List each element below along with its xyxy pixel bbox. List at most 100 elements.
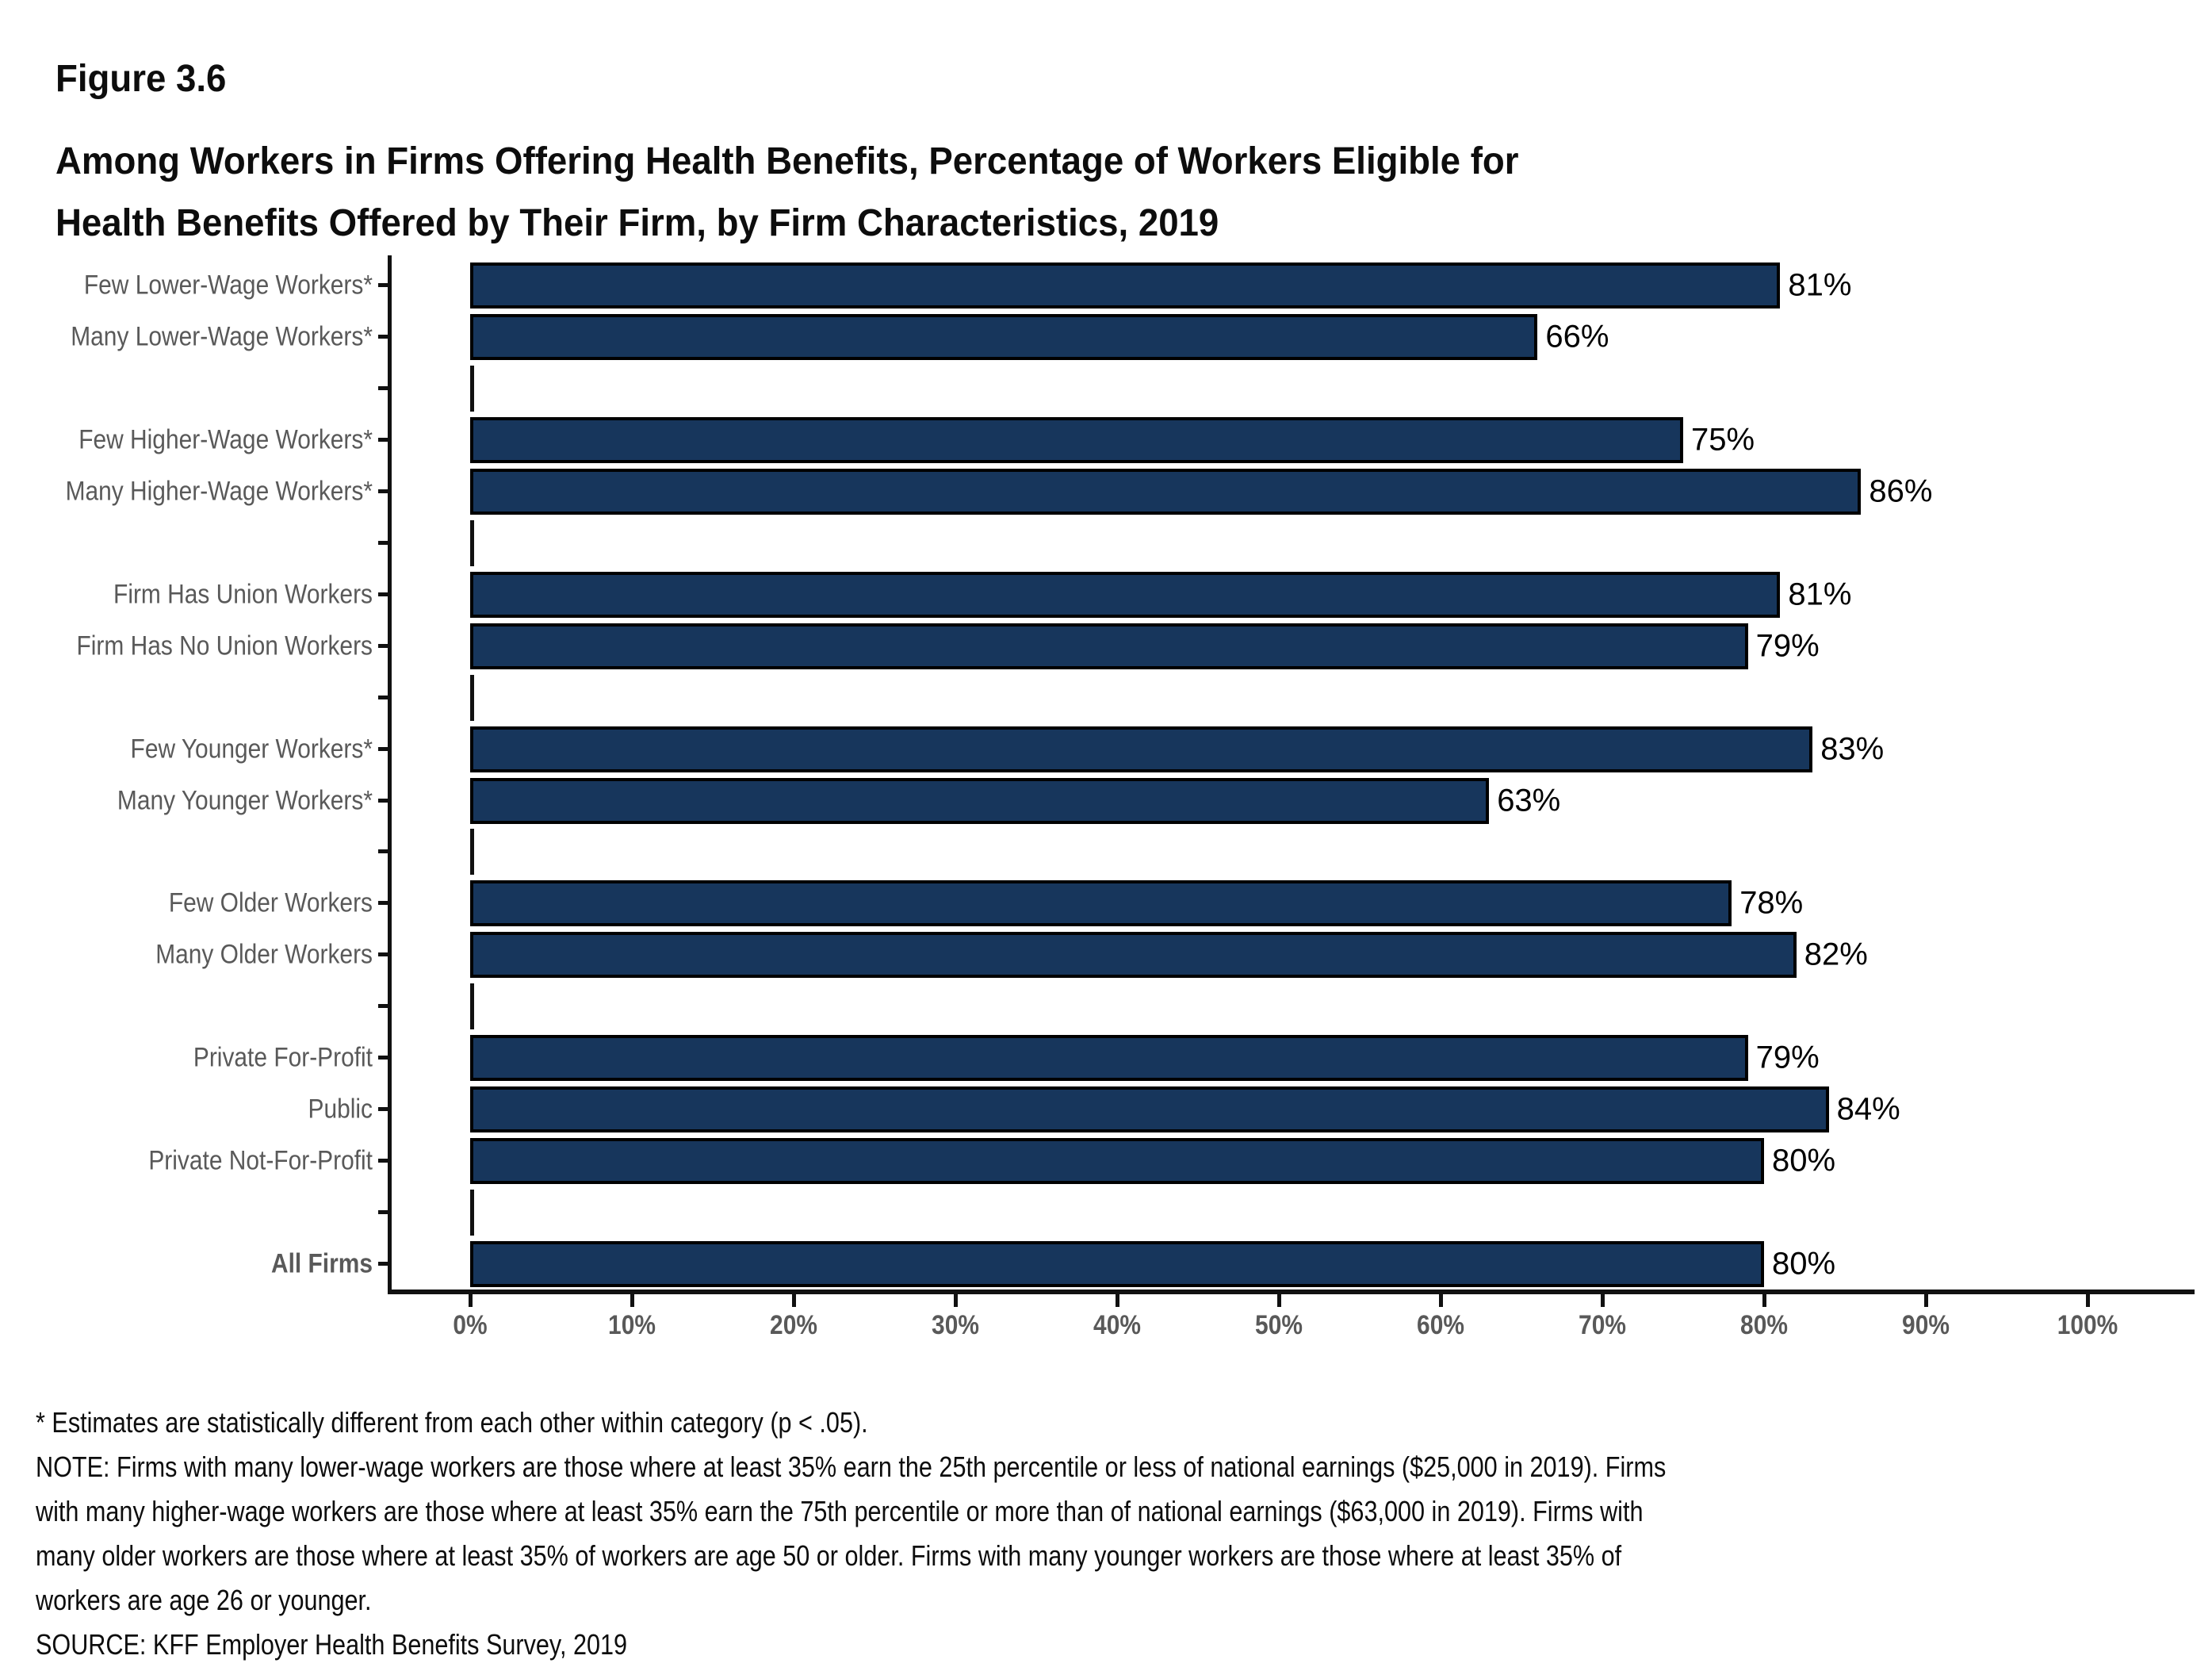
y-axis-tick — [378, 1056, 391, 1060]
chart-gap-row — [378, 363, 2212, 415]
bar — [470, 314, 1538, 361]
bar — [470, 571, 1781, 618]
bar — [470, 726, 1813, 772]
x-axis-tick-label: 100% — [2057, 1310, 2118, 1340]
y-axis-tick — [378, 849, 391, 854]
chart-row: Private Not-For-Profit 80% — [148, 1135, 2212, 1186]
chart-row: Firm Has No Union Workers 79% — [76, 620, 2212, 672]
x-axis-tick-label: 0% — [453, 1310, 488, 1340]
zero-bar-mark — [470, 829, 474, 876]
y-axis-tick — [378, 952, 391, 957]
bar — [470, 1035, 1748, 1082]
value-label: 83% — [1820, 731, 1885, 767]
x-axis-tick — [1116, 1294, 1119, 1307]
y-axis-tick — [378, 335, 391, 339]
chart-title-line1: Among Workers in Firms Offering Health B… — [55, 140, 1519, 182]
x-axis-tick — [2086, 1294, 2090, 1307]
x-axis-tick — [792, 1294, 796, 1307]
footnote-note-line3: many older workers are those where at le… — [36, 1539, 1622, 1572]
bar — [470, 777, 1490, 824]
y-axis-tick — [378, 643, 391, 648]
x-axis-tick-label: 50% — [1255, 1310, 1303, 1340]
category-label: Many Lower-Wage Workers* — [71, 321, 373, 352]
value-label: 84% — [1836, 1091, 1900, 1127]
x-axis-line — [388, 1290, 2195, 1294]
bar — [470, 1086, 1829, 1132]
chart-row: Few Older Workers 78% — [169, 878, 2212, 929]
zero-bar-mark — [470, 1189, 474, 1236]
chart-row: Many Lower-Wage Workers* 66% — [71, 312, 2212, 363]
value-label: 79% — [1755, 1040, 1820, 1075]
value-label: 81% — [1788, 577, 1852, 612]
y-axis-tick — [378, 489, 391, 494]
value-label: 79% — [1755, 628, 1820, 664]
x-axis-tick — [469, 1294, 473, 1307]
x-axis-tick — [630, 1294, 634, 1307]
chart-row: Few Younger Workers* 83% — [131, 723, 2212, 775]
chart-row: Few Lower-Wage Workers* 81% — [84, 260, 2212, 312]
x-axis-tick — [1762, 1294, 1766, 1307]
category-label: Public — [308, 1094, 373, 1125]
category-label: Firm Has No Union Workers — [76, 630, 373, 661]
bar — [470, 263, 1781, 309]
category-label: Firm Has Union Workers — [113, 579, 373, 610]
value-label: 66% — [1545, 319, 1609, 354]
bar — [470, 623, 1748, 669]
chart-row: Firm Has Union Workers 81% — [113, 569, 2212, 620]
chart-row: Public 84% — [308, 1084, 2212, 1136]
value-label: 80% — [1772, 1143, 1836, 1178]
x-axis-tick — [1924, 1294, 1928, 1307]
value-label: 81% — [1788, 267, 1852, 303]
y-axis-tick — [378, 592, 391, 596]
value-label: 86% — [1869, 473, 1933, 509]
y-axis-line — [388, 255, 392, 1293]
value-label: 82% — [1804, 937, 1868, 972]
y-axis-tick — [378, 386, 391, 391]
y-axis-tick — [378, 540, 391, 545]
x-axis-tick-label: 70% — [1579, 1310, 1626, 1340]
x-axis-tick-label: 90% — [1902, 1310, 1950, 1340]
footnote-note-line4: workers are age 26 or younger. — [36, 1584, 372, 1616]
bar — [470, 469, 1862, 515]
bar — [470, 880, 1732, 927]
category-label: Many Older Workers — [155, 939, 373, 970]
y-axis-tick — [378, 283, 391, 288]
x-axis-tick-label: 60% — [1417, 1310, 1464, 1340]
category-label: Many Younger Workers* — [117, 785, 373, 816]
footnote-block: * Estimates are statistically different … — [36, 1401, 1954, 1667]
bar — [470, 932, 1797, 979]
category-label: Few Older Workers — [168, 887, 373, 918]
category-label: Private For-Profit — [193, 1042, 373, 1073]
y-axis-tick — [378, 1004, 391, 1009]
category-label: Few Lower-Wage Workers* — [83, 270, 373, 301]
x-axis-tick — [1601, 1294, 1605, 1307]
chart-title-line2: Health Benefits Offered by Their Firm, b… — [55, 202, 1219, 244]
footnote-asterisk: * Estimates are statistically different … — [36, 1406, 868, 1439]
y-axis-tick — [378, 901, 391, 906]
zero-bar-mark — [470, 519, 474, 566]
footnote-note-line1: NOTE: Firms with many lower-wage workers… — [36, 1450, 1667, 1483]
zero-bar-mark — [470, 366, 474, 412]
value-label: 80% — [1772, 1246, 1836, 1282]
y-axis-tick — [378, 746, 391, 751]
category-label: Private Not-For-Profit — [148, 1145, 373, 1176]
footnote-note-line2: with many higher-wage workers are those … — [36, 1495, 1644, 1527]
chart-gap-row — [378, 518, 2212, 569]
zero-bar-mark — [470, 674, 474, 721]
chart-gap-row — [378, 981, 2212, 1033]
chart-row: Few Higher-Wage Workers* 75% — [78, 415, 2212, 466]
chart-row: All Firms 80% — [271, 1238, 2212, 1290]
x-axis-tick — [954, 1294, 958, 1307]
chart-row: Many Younger Workers* 63% — [117, 775, 2212, 826]
chart-row: Many Older Workers 82% — [155, 929, 2212, 981]
category-label: All Firms — [270, 1248, 373, 1279]
category-label: Few Higher-Wage Workers* — [78, 424, 373, 455]
x-axis-tick-label: 40% — [1093, 1310, 1141, 1340]
x-axis: 0% 10% 20% 30% 40% 50% 60% 70% 80% 90% 100% — [391, 1290, 2212, 1385]
y-axis-tick — [378, 798, 391, 803]
x-axis-tick — [1439, 1294, 1443, 1307]
x-axis-tick-label: 10% — [608, 1310, 656, 1340]
bar — [470, 1137, 1764, 1184]
